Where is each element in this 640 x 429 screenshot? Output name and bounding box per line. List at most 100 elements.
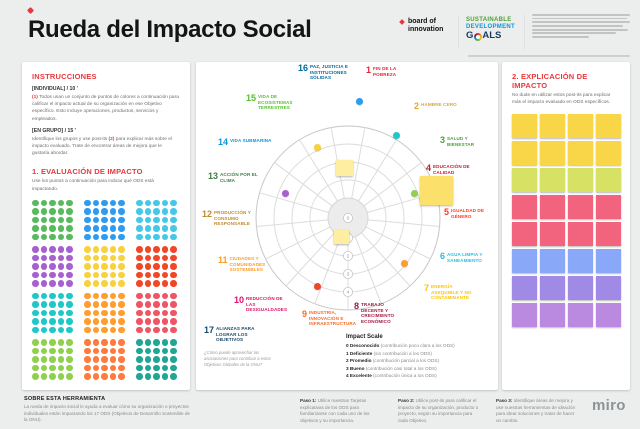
impact-dot[interactable] (32, 271, 39, 279)
impact-dot[interactable] (153, 233, 160, 241)
impact-dot[interactable] (161, 373, 168, 380)
impact-dot[interactable] (101, 280, 108, 287)
impact-dot[interactable] (66, 339, 73, 346)
impact-dot[interactable] (153, 280, 160, 287)
impact-dot[interactable] (32, 364, 39, 372)
impact-dot[interactable] (49, 263, 56, 270)
impact-dot[interactable] (40, 309, 47, 317)
impact-dot[interactable] (84, 246, 91, 253)
impact-dot[interactable] (40, 326, 47, 334)
impact-dot[interactable] (144, 263, 151, 270)
impact-dot[interactable] (66, 199, 73, 207)
impact-dot[interactable] (136, 309, 143, 317)
impact-dot[interactable] (144, 246, 151, 253)
impact-dot[interactable] (144, 271, 151, 279)
sticky-note[interactable] (540, 141, 565, 166)
impact-dot[interactable] (40, 199, 47, 207)
impact-dot[interactable] (118, 347, 125, 355)
impact-dot[interactable] (109, 280, 116, 287)
impact-dot[interactable] (84, 309, 91, 317)
sticky-note[interactable] (568, 168, 593, 193)
impact-dot[interactable] (118, 373, 125, 380)
sticky-note[interactable] (568, 195, 593, 220)
impact-dot[interactable] (32, 301, 39, 308)
impact-dot[interactable] (101, 292, 108, 300)
impact-dot[interactable] (66, 233, 73, 241)
impact-dot[interactable] (153, 347, 160, 355)
impact-dot[interactable] (49, 339, 56, 346)
impact-dot[interactable] (136, 339, 143, 346)
impact-dot[interactable] (170, 373, 177, 380)
impact-dot[interactable] (136, 254, 143, 262)
impact-dot[interactable] (57, 263, 64, 270)
impact-dot[interactable] (136, 292, 143, 300)
impact-dot[interactable] (84, 373, 91, 380)
impact-dot[interactable] (109, 318, 116, 325)
impact-dot[interactable] (109, 233, 116, 241)
impact-dot[interactable] (153, 292, 160, 300)
impact-dot[interactable] (170, 301, 177, 308)
impact-dot[interactable] (49, 309, 56, 317)
impact-dot[interactable] (144, 208, 151, 215)
impact-dot[interactable] (92, 216, 99, 224)
impact-dot[interactable] (153, 318, 160, 325)
sticky-note[interactable] (512, 114, 537, 139)
impact-dot[interactable] (66, 225, 73, 232)
impact-dot[interactable] (32, 347, 39, 355)
sticky-note[interactable] (596, 276, 621, 301)
impact-dot[interactable] (32, 309, 39, 317)
sticky-note[interactable] (596, 168, 621, 193)
impact-dot[interactable] (109, 364, 116, 372)
impact-dot[interactable] (84, 364, 91, 372)
impact-dot[interactable] (161, 271, 168, 279)
impact-dot[interactable] (170, 356, 177, 363)
impact-dot[interactable] (118, 280, 125, 287)
impact-dot[interactable] (118, 233, 125, 241)
sticky-note[interactable] (512, 249, 537, 274)
impact-dot[interactable] (153, 326, 160, 334)
impact-dot[interactable] (153, 246, 160, 253)
sticky-note[interactable] (540, 168, 565, 193)
impact-dot[interactable] (144, 347, 151, 355)
impact-dot[interactable] (136, 271, 143, 279)
impact-dot[interactable] (84, 301, 91, 308)
impact-dot[interactable] (170, 216, 177, 224)
sticky-note[interactable] (596, 195, 621, 220)
impact-dot[interactable] (101, 318, 108, 325)
sticky-note[interactable] (596, 114, 621, 139)
impact-dot[interactable] (66, 364, 73, 372)
impact-dot[interactable] (144, 254, 151, 262)
impact-dot[interactable] (49, 280, 56, 287)
impact-dot[interactable] (109, 254, 116, 262)
impact-dot[interactable] (32, 326, 39, 334)
impact-dot[interactable] (161, 280, 168, 287)
impact-dot[interactable] (84, 292, 91, 300)
impact-dot[interactable] (170, 271, 177, 279)
impact-dot[interactable] (40, 356, 47, 363)
impact-dot[interactable] (84, 318, 91, 325)
sticky-note[interactable] (596, 249, 621, 274)
impact-dot[interactable] (49, 364, 56, 372)
impact-dot[interactable] (118, 309, 125, 317)
impact-dot[interactable] (136, 356, 143, 363)
impact-dot[interactable] (161, 292, 168, 300)
impact-dot[interactable] (144, 339, 151, 346)
impact-dot[interactable] (161, 364, 168, 372)
impact-dot[interactable] (161, 263, 168, 270)
impact-dot[interactable] (161, 199, 168, 207)
impact-dot[interactable] (136, 280, 143, 287)
sticky-note[interactable] (540, 195, 565, 220)
impact-dot[interactable] (32, 233, 39, 241)
impact-dot[interactable] (136, 199, 143, 207)
impact-dot[interactable] (153, 364, 160, 372)
sticky-note[interactable] (568, 249, 593, 274)
impact-dot[interactable] (66, 246, 73, 253)
impact-dot[interactable] (136, 364, 143, 372)
impact-dot[interactable] (40, 233, 47, 241)
impact-dot[interactable] (161, 254, 168, 262)
impact-dot[interactable] (84, 225, 91, 232)
impact-dot[interactable] (49, 356, 56, 363)
impact-dot[interactable] (170, 246, 177, 253)
impact-dot[interactable] (57, 271, 64, 279)
impact-dot[interactable] (57, 225, 64, 232)
